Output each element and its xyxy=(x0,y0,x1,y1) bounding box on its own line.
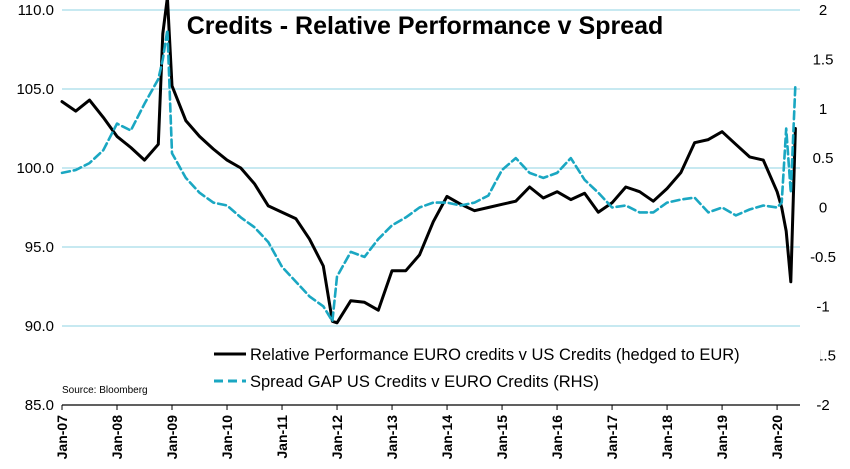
x-tick-label: Jan-14 xyxy=(439,415,455,460)
gridlines xyxy=(62,9,800,327)
x-tick-label: Jan-08 xyxy=(109,415,125,460)
x-tick-label: Jan-11 xyxy=(274,415,290,459)
x-tick-label: Jan-12 xyxy=(329,415,345,460)
x-tick-label: Jan-09 xyxy=(164,415,180,460)
y-right-tick-label: 2 xyxy=(819,2,827,19)
y-right-tick-label: 1 xyxy=(819,101,827,118)
x-tick-label: Jan-15 xyxy=(494,415,510,460)
x-tick-label: Jan-20 xyxy=(769,415,785,460)
y-right-tick-label: -1 xyxy=(816,298,829,315)
legend-background xyxy=(160,338,820,400)
x-tick-label: Jan-19 xyxy=(714,415,730,460)
y-right-tick-label: 1.5 xyxy=(813,51,834,68)
series-layer xyxy=(60,0,797,325)
series-line-spread-gap xyxy=(60,28,797,323)
legend-label-relative-performance: Relative Performance EURO credits v US C… xyxy=(250,346,740,364)
y-right-tick-label: -0.5 xyxy=(810,249,836,266)
x-tick-label: Jan-16 xyxy=(549,415,565,460)
y-left-tick-label: 85.0 xyxy=(25,397,54,414)
y-left-tick-label: 95.0 xyxy=(25,239,54,256)
x-tick-label: Jan-18 xyxy=(659,415,675,460)
x-tick-label: Jan-07 xyxy=(54,415,70,460)
x-tick-label: Jan-13 xyxy=(384,415,400,460)
x-tick-label: Jan-10 xyxy=(219,415,235,460)
y-right-tick-label: 0 xyxy=(819,200,827,217)
legend: Relative Performance EURO credits v US C… xyxy=(214,346,740,391)
y-left-tick-label: 105.0 xyxy=(16,81,54,98)
series-line-relative-performance xyxy=(60,0,797,325)
source-note: Source: Bloomberg xyxy=(62,385,148,396)
legend-label-spread-gap: Spread GAP US Credits v EURO Credits (RH… xyxy=(250,373,599,391)
y-right-tick-label: 0.5 xyxy=(813,150,834,167)
y-left-tick-label: 100.0 xyxy=(16,160,54,177)
y-left-tick-label: 110.0 xyxy=(18,2,54,19)
axes: 85.090.095.0100.0105.0110.0-2-1.5-1-0.50… xyxy=(16,2,835,459)
y-left-tick-label: 90.0 xyxy=(25,318,54,335)
y-right-tick-label: -2 xyxy=(816,397,829,414)
x-tick-label: Jan-17 xyxy=(604,415,620,460)
chart-title: Credits - Relative Performance v Spread xyxy=(187,12,664,40)
